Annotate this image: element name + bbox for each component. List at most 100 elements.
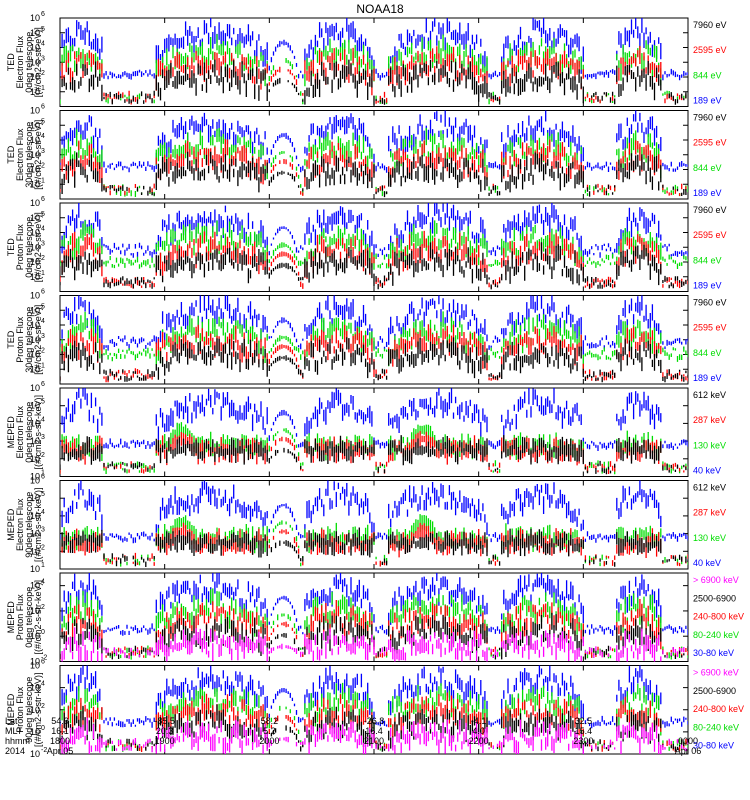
y-tick-label: 10	[30, 305, 40, 315]
y-tick-exponent: 4	[41, 318, 45, 325]
legend-entry: 130 keV	[693, 440, 726, 450]
y-axis-label-line: [(#/cm2-s-str-keV)]	[33, 487, 43, 562]
legend-entry: 287 keV	[693, 415, 726, 425]
legend-entry: 2595 eV	[693, 45, 727, 55]
y-tick-label: 10	[30, 606, 40, 616]
y-tick-label: 10	[30, 72, 40, 82]
y-tick-exponent: 1	[41, 177, 45, 184]
y-tick-label: 10	[30, 683, 40, 693]
legend-entry: 612 keV	[693, 483, 726, 493]
data-layer	[60, 295, 688, 383]
series-blue	[60, 573, 688, 636]
legend-entry: 40 keV	[693, 465, 721, 475]
y-axis-label-line: TED	[6, 53, 16, 72]
legend-entry: 30-80 keV	[693, 741, 734, 751]
y-tick-label: 10	[30, 242, 40, 252]
y-tick-exponent: 5	[41, 303, 45, 310]
y-tick-exponent: 1	[41, 270, 45, 277]
footer-value: 1900	[155, 736, 175, 746]
footer-value: 0000	[678, 736, 698, 746]
series-red	[60, 692, 687, 752]
y-tick-exponent: 6	[41, 659, 45, 666]
series-blue	[60, 388, 688, 451]
series-blue	[60, 480, 688, 544]
y-axis-label-line: Electron Flux	[15, 498, 25, 551]
data-layer	[60, 665, 688, 754]
y-axis-label: MEPED Proton Flux 90deg telescope [(#/cm2-s…	[6, 672, 43, 747]
y-tick-label: 10	[30, 364, 40, 374]
y-tick-label: 10	[30, 350, 40, 360]
y-tick-exponent: 3	[41, 148, 45, 155]
y-tick-exponent: 2	[41, 70, 45, 77]
legend-entry: 130 keV	[693, 533, 726, 543]
footer-value: Apr 06	[675, 746, 702, 756]
y-tick-label: 10	[30, 436, 40, 446]
footer-value: 16.4	[365, 726, 383, 736]
y-axis-label-line: [(#/cm2-s-str-keV)]	[33, 580, 43, 655]
y-axis-label-line: MEPED	[6, 416, 16, 449]
y-axis-label-line: 0deg telescope	[24, 32, 34, 93]
footer-row-label: hhmm	[5, 736, 30, 746]
legend-entry: 80-240 keV	[693, 722, 739, 732]
legend-entry: 2595 eV	[693, 138, 727, 148]
y-tick-label: 10	[30, 511, 40, 521]
y-tick-label: 10	[30, 165, 40, 175]
y-tick-exponent: 3	[41, 434, 45, 441]
y-axis-label-line: Electron Flux	[15, 405, 25, 458]
data-layer	[60, 18, 688, 106]
data-layer	[60, 388, 688, 475]
y-tick-exponent: 2	[41, 163, 45, 170]
legend-entry: 7960 eV	[693, 298, 727, 308]
y-axis-label-line: Proton Flux	[15, 686, 25, 733]
legend-entry: > 6900 keV	[693, 668, 739, 678]
footer-value: 1800	[50, 736, 70, 746]
legend-entry: 189 eV	[693, 373, 722, 383]
y-tick-exponent: 4	[41, 579, 45, 586]
y-axis-label-line: [(#/cm2-s-str-keV)]	[33, 395, 43, 470]
y-axis-label-line: TED	[6, 330, 16, 349]
footer-value: -85.5	[154, 716, 175, 726]
series-black	[60, 242, 688, 290]
legend-entry: 844 eV	[693, 70, 722, 80]
series-blue	[60, 203, 688, 263]
footer-row-label: 2014	[5, 746, 25, 756]
y-tick-exponent: 4	[41, 681, 45, 688]
y-tick-exponent: 0	[41, 629, 45, 636]
series-blue	[60, 110, 688, 173]
y-tick-label: 10	[30, 43, 40, 53]
y-axis-label-line: Electron Flux	[15, 35, 25, 88]
y-axis-label-line: 90deg telescope	[24, 677, 34, 743]
y-tick-label: 10	[30, 401, 40, 411]
y-axis-label-line: MEPED	[6, 508, 16, 541]
y-axis-label-line: [(#/cm2-s-str-keV)]	[33, 672, 43, 747]
y-axis-label-line: [(#/cm2-s-str-eV)]	[33, 305, 43, 375]
footer-value: 16.1	[51, 726, 69, 736]
series-black	[60, 435, 687, 475]
legend-entry: 240-800 keV	[693, 612, 744, 622]
y-tick-label: 10	[30, 335, 40, 345]
data-layer	[60, 203, 688, 290]
series-black	[61, 59, 687, 106]
series-magenta	[60, 717, 688, 754]
data-layer	[60, 110, 688, 198]
y-tick-label: 10	[30, 106, 40, 116]
y-tick-exponent: 6	[41, 474, 45, 481]
footer-value: 58.2	[261, 716, 279, 726]
y-tick-label: 10	[30, 28, 40, 38]
legend-entry: 844 eV	[693, 255, 722, 265]
footer-value: Apr 05	[47, 746, 74, 756]
y-tick-exponent: 2	[41, 452, 45, 459]
y-tick-label: 10	[30, 57, 40, 67]
legend-entry: > 6900 keV	[693, 575, 739, 585]
footer-value: 4.0	[472, 726, 485, 736]
y-tick-label: 10	[30, 272, 40, 282]
legend-entry: 7960 eV	[693, 113, 727, 123]
y-tick-label: 10	[30, 418, 40, 428]
